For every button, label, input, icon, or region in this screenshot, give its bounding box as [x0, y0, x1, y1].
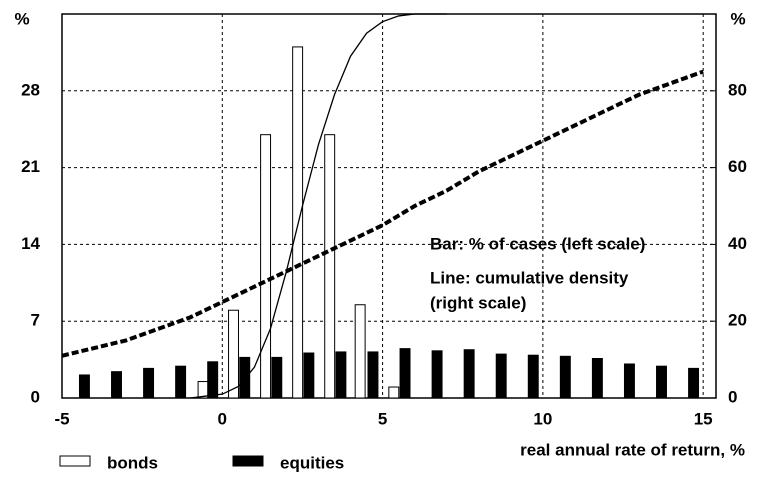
- bar: [175, 365, 187, 399]
- bar: [292, 46, 304, 399]
- bar: [388, 386, 400, 399]
- bar: [78, 374, 90, 399]
- plot-frame: [61, 13, 717, 399]
- bar: [431, 350, 443, 399]
- annotation: Line: cumulative density: [430, 268, 629, 287]
- x-tick-label: 15: [694, 409, 713, 428]
- y-axis-label: %: [14, 9, 29, 28]
- line: [61, 69, 704, 358]
- y-tick-label: 7: [31, 311, 40, 330]
- bar: [527, 354, 539, 399]
- y-tick-label: 14: [21, 234, 40, 253]
- x-axis-label: real annual rate of return, %: [520, 440, 745, 459]
- y2-tick-label: 80: [728, 80, 747, 99]
- legend-swatch: [232, 455, 264, 467]
- bar: [303, 352, 315, 399]
- bar: [228, 309, 239, 399]
- bar: [591, 358, 603, 399]
- bar: [367, 351, 379, 399]
- x-tick-label: -5: [54, 409, 69, 428]
- y2-axis-label: %: [730, 9, 745, 28]
- legend-swatch: [59, 455, 91, 467]
- x-tick-label: 5: [378, 409, 387, 428]
- bar: [260, 134, 272, 399]
- bar: [335, 351, 347, 399]
- bar: [495, 353, 507, 399]
- x-tick-label: 0: [218, 409, 227, 428]
- bar: [354, 304, 366, 399]
- bar: [623, 363, 635, 399]
- y-tick-label: 0: [31, 387, 40, 406]
- bar: [399, 348, 411, 399]
- bar: [207, 361, 219, 399]
- bar: [239, 356, 251, 399]
- line: [190, 13, 447, 399]
- y2-tick-label: 60: [728, 157, 747, 176]
- y2-tick-label: 40: [728, 234, 747, 253]
- bar: [324, 134, 336, 399]
- legend-label: equities: [280, 453, 344, 472]
- y2-tick-label: 20: [728, 311, 747, 330]
- y-tick-label: 28: [21, 80, 40, 99]
- bar: [656, 365, 667, 399]
- annotation: (right scale): [430, 293, 526, 312]
- bar: [559, 355, 571, 399]
- legend-label: bonds: [107, 453, 158, 472]
- bar: [143, 367, 155, 399]
- x-tick-label: 10: [533, 409, 552, 428]
- y2-tick-label: 0: [728, 387, 737, 406]
- bar: [463, 349, 475, 399]
- bar: [688, 367, 700, 399]
- y-tick-label: 21: [21, 157, 40, 176]
- bar: [111, 371, 122, 399]
- bar: [271, 356, 283, 399]
